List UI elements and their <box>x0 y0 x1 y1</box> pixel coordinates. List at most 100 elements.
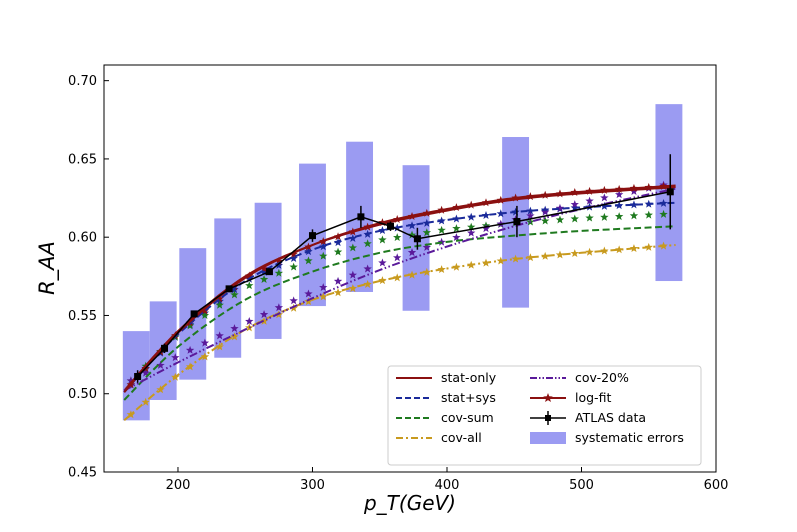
star-marker-stat-sys <box>274 260 284 269</box>
atlas-point <box>513 218 521 226</box>
legend: stat-only stat+sys cov-sum cov-all cov-2… <box>387 365 702 466</box>
star-marker-cov-sum <box>452 224 461 233</box>
legend-label-stat-sys: stat+sys <box>441 390 496 405</box>
legend-label-cov-sum: cov-sum <box>441 410 494 425</box>
star-marker-cov-sum <box>393 233 402 242</box>
star-marker-cov-20 <box>407 248 417 257</box>
y-tick-label: 0.70 <box>68 74 97 89</box>
star-marker-cov-20 <box>259 310 269 319</box>
star-marker-cov-sum <box>304 256 313 265</box>
legend-label-cov-all: cov-all <box>441 430 482 445</box>
y-tick-label: 0.50 <box>68 387 97 402</box>
atlas-point <box>386 222 394 230</box>
x-tick-label: 200 <box>166 478 191 493</box>
star-marker-cov-all <box>540 251 550 260</box>
series-line-cov-all <box>123 244 676 422</box>
star-marker-stat-sys <box>319 242 328 251</box>
y-tick-label: 0.65 <box>68 152 97 167</box>
star-marker-stat-sys <box>259 267 269 276</box>
star-marker-cov-sum <box>540 216 550 225</box>
star-marker-log-fit <box>274 257 284 266</box>
star-marker-cov-sum <box>289 262 298 271</box>
star-marker-cov-20 <box>629 187 639 195</box>
star-marker-cov-sum <box>659 209 668 218</box>
star-marker-cov-all <box>156 385 165 394</box>
x-tick-label: 500 <box>569 478 594 493</box>
y-tick-label: 0.55 <box>68 309 97 324</box>
series-line-cov-sum <box>123 225 676 401</box>
star-marker-cov-sum <box>629 211 639 220</box>
star-marker-cov-sum <box>378 235 387 244</box>
star-marker-cov-20 <box>481 224 491 233</box>
star-marker-stat-sys <box>629 200 639 209</box>
star-marker-stat-sys <box>452 214 461 223</box>
star-marker-cov-20 <box>215 331 224 340</box>
x-tick-label: 300 <box>300 478 325 493</box>
atlas-point <box>413 235 421 243</box>
series-line-stat-only <box>123 186 676 392</box>
star-marker-cov-all <box>230 332 239 341</box>
star-marker-cov-all <box>378 276 387 285</box>
star-marker-cov-sum <box>363 239 372 248</box>
star-marker-cov-20 <box>319 283 328 292</box>
star-marker-cov-sum <box>319 251 328 260</box>
star-marker-cov-20 <box>185 345 195 354</box>
star-marker-cov-20 <box>289 296 298 305</box>
star-marker-cov-20 <box>452 233 461 242</box>
atlas-point <box>308 232 316 240</box>
star-marker-cov-all <box>126 410 136 419</box>
legend-label-log-fit: log-fit <box>575 390 611 405</box>
star-marker-stat-sys <box>289 254 298 263</box>
y-tick-label: 0.60 <box>68 231 97 246</box>
atlas-point <box>357 213 365 221</box>
series-line-log-fit <box>123 184 676 393</box>
atlas-point <box>161 344 169 352</box>
atlas-point <box>666 188 674 196</box>
star-marker-cov-20 <box>304 289 313 298</box>
star-marker-cov-20 <box>614 190 624 199</box>
star-marker-cov-sum <box>614 212 624 221</box>
star-marker-cov-20 <box>570 200 579 209</box>
star-marker-cov-sum <box>185 321 195 330</box>
series-line-stat-sys <box>123 201 676 393</box>
star-marker-log-fit <box>215 294 224 303</box>
star-marker-log-fit <box>259 264 269 273</box>
star-marker-stat-sys <box>378 226 387 235</box>
series-line-cov-20 <box>123 187 676 392</box>
star-marker-cov-sum <box>215 300 224 309</box>
star-marker-cov-20 <box>422 242 431 251</box>
legend-marker-log-fit <box>543 393 553 403</box>
star-marker-cov-all <box>393 273 402 282</box>
star-marker-cov-sum <box>333 247 343 256</box>
star-marker-cov-20 <box>245 317 254 325</box>
star-marker-cov-all <box>555 250 565 259</box>
x-tick-label: 600 <box>704 478 729 493</box>
star-marker-stat-sys <box>526 206 535 215</box>
atlas-point <box>190 310 198 318</box>
star-marker-cov-all <box>363 280 372 288</box>
star-marker-cov-sum <box>467 222 476 231</box>
star-marker-cov-sum <box>259 275 269 283</box>
y-tick-label: 0.45 <box>68 466 97 481</box>
legend-swatch-systematic <box>530 432 566 444</box>
star-marker-cov-20 <box>540 207 550 216</box>
star-marker-cov-20 <box>171 353 180 362</box>
star-marker-cov-sum <box>200 311 210 320</box>
legend-frame <box>387 365 702 466</box>
star-marker-cov-sum <box>555 215 565 224</box>
star-marker-cov-all <box>600 246 609 255</box>
star-marker-stat-sys <box>481 211 491 219</box>
star-marker-cov-20 <box>348 270 358 279</box>
x-tick-label: 400 <box>435 478 460 493</box>
legend-label-systematic: systematic errors <box>575 430 684 445</box>
star-marker-cov-sum <box>274 268 284 277</box>
star-marker-cov-sum <box>245 281 254 290</box>
star-marker-cov-20 <box>467 228 476 237</box>
star-marker-cov-all <box>215 342 224 351</box>
star-marker-cov-sum <box>407 230 417 239</box>
legend-label-atlas: ATLAS data <box>575 410 646 425</box>
star-marker-cov-20 <box>230 324 239 333</box>
star-marker-cov-20 <box>274 303 284 312</box>
atlas-point <box>225 285 233 293</box>
